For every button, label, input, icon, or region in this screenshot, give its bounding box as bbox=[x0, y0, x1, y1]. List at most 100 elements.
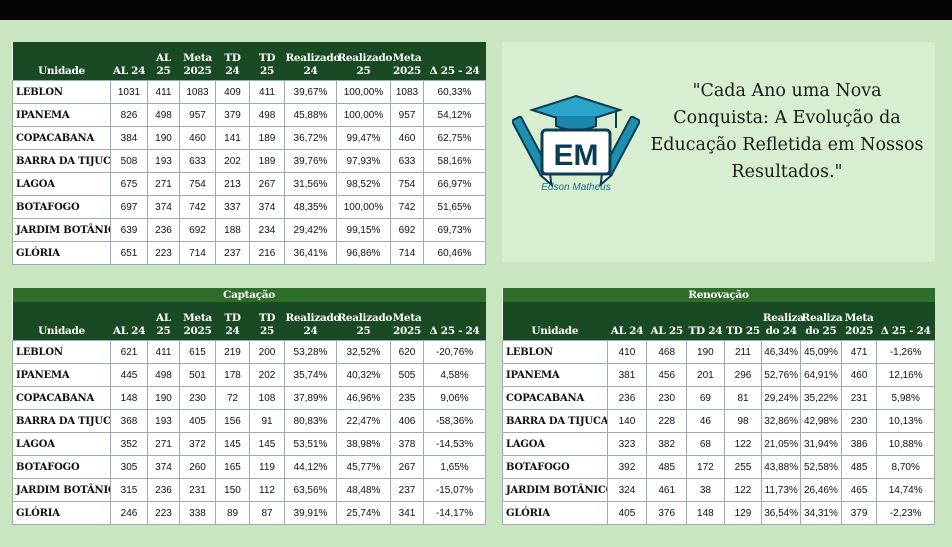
value-cell: 108 bbox=[249, 386, 285, 410]
value-cell: 508 bbox=[110, 149, 148, 173]
unit-name-cell: JARDIM BOTÂNICO bbox=[502, 478, 608, 502]
value-cell: 692 bbox=[179, 218, 216, 242]
value-cell: 505 bbox=[390, 363, 424, 387]
value-cell: 64,91% bbox=[800, 363, 842, 387]
value-cell: 48,48% bbox=[336, 478, 391, 502]
value-cell: 122 bbox=[723, 432, 763, 456]
value-cell: 39,67% bbox=[284, 80, 337, 104]
value-cell: 411 bbox=[147, 80, 180, 104]
value-cell: 72 bbox=[215, 386, 250, 410]
value-cell: 235 bbox=[390, 386, 424, 410]
renovacao-title: Renovação bbox=[502, 288, 935, 302]
value-cell: 379 bbox=[215, 103, 250, 127]
value-cell: 172 bbox=[686, 455, 725, 479]
value-cell: 615 bbox=[179, 340, 216, 364]
value-cell: 384 bbox=[110, 126, 148, 150]
value-cell: 620 bbox=[390, 340, 424, 364]
value-cell: 201 bbox=[686, 363, 725, 387]
value-cell: 36,41% bbox=[284, 241, 337, 265]
value-cell: 826 bbox=[110, 103, 148, 127]
value-cell: 460 bbox=[179, 126, 216, 150]
value-cell: 1083 bbox=[390, 80, 424, 104]
table-row: COPACABANA 236 230 69 81 29,24% 35,22% 231 5,98% bbox=[502, 386, 935, 410]
column-header: Meta 2025 bbox=[390, 302, 424, 341]
unit-name-cell: GLÓRIA bbox=[12, 501, 111, 525]
value-cell: 498 bbox=[147, 103, 180, 127]
value-cell: 45,09% bbox=[800, 340, 842, 364]
column-header: TD 24 bbox=[215, 302, 250, 341]
unit-name-cell: COPACABANA bbox=[12, 126, 111, 150]
value-cell: 498 bbox=[147, 363, 180, 387]
column-header: Realiza do 25 bbox=[800, 302, 843, 341]
value-cell: 145 bbox=[215, 432, 250, 456]
value-cell: 216 bbox=[249, 241, 285, 265]
value-cell: 471 bbox=[840, 340, 878, 364]
value-cell: 271 bbox=[147, 172, 180, 196]
value-cell: 246 bbox=[110, 501, 148, 525]
value-cell: 260 bbox=[179, 455, 216, 479]
column-header: Meta 2025 bbox=[179, 42, 216, 81]
value-cell: 32,86% bbox=[761, 409, 802, 433]
unit-name-cell: IPANEMA bbox=[12, 103, 111, 127]
table-row: BARRA DA TIJUCA 508 193 633 202 189 39,76% 97,9… bbox=[12, 149, 486, 173]
value-cell: 465 bbox=[840, 478, 878, 502]
value-cell: 112 bbox=[249, 478, 285, 502]
value-cell: 80,83% bbox=[284, 409, 337, 433]
value-cell: 122 bbox=[723, 478, 763, 502]
table-row: BARRA DA TIJUCA 368 193 405 156 91 80,83% 22,47… bbox=[12, 409, 487, 433]
value-cell: 202 bbox=[249, 363, 285, 387]
value-cell: 372 bbox=[179, 432, 216, 456]
column-header: Δ 25 - 24 bbox=[876, 302, 935, 341]
value-cell: 68 bbox=[686, 432, 725, 456]
value-cell: 411 bbox=[147, 340, 180, 364]
value-cell: 31,94% bbox=[800, 432, 842, 456]
edson-matheus-logo: EM Edson Matheus bbox=[512, 94, 640, 193]
value-cell: 29,42% bbox=[284, 218, 337, 242]
value-cell: -14,53% bbox=[422, 432, 487, 456]
value-cell: 188 bbox=[215, 218, 250, 242]
value-cell: 456 bbox=[646, 363, 688, 387]
value-cell: 405 bbox=[606, 501, 648, 525]
value-cell: 100,00% bbox=[336, 80, 391, 104]
value-cell: 501 bbox=[179, 363, 216, 387]
unit-name-cell: BOTAFOGO bbox=[12, 195, 111, 219]
value-cell: 223 bbox=[147, 241, 180, 265]
value-cell: 213 bbox=[215, 172, 250, 196]
table-row: COPACABANA 384 190 460 141 189 36,72% 99,47% 460… bbox=[12, 126, 486, 150]
value-cell: 411 bbox=[249, 80, 285, 104]
value-cell: 99,47% bbox=[336, 126, 391, 150]
table-row: IPANEMA 826 498 957 379 498 45,88% 100,00% 957 54… bbox=[12, 103, 486, 127]
value-cell: 379 bbox=[840, 501, 878, 525]
column-header: TD 24 bbox=[686, 302, 725, 341]
value-cell: 87 bbox=[249, 501, 285, 525]
value-cell: 742 bbox=[179, 195, 216, 219]
value-cell: 714 bbox=[179, 241, 216, 265]
value-cell: 374 bbox=[249, 195, 285, 219]
value-cell: 148 bbox=[110, 386, 148, 410]
column-header: Meta 2025 bbox=[179, 302, 216, 341]
unit-name-cell: LAGOA bbox=[12, 172, 111, 196]
value-cell: 633 bbox=[179, 149, 216, 173]
value-cell: 200 bbox=[249, 340, 285, 364]
column-header: AL 24 bbox=[607, 302, 647, 341]
unit-name-cell: BOTAFOGO bbox=[502, 455, 608, 479]
value-cell: 230 bbox=[646, 386, 688, 410]
value-cell: 230 bbox=[840, 409, 878, 433]
column-header: AL 25 bbox=[147, 302, 180, 341]
value-cell: 32,52% bbox=[336, 340, 391, 364]
column-header: AL 24 bbox=[110, 42, 148, 81]
value-cell: 66,97% bbox=[423, 172, 486, 196]
column-header: TD 25 bbox=[249, 42, 285, 81]
unit-name-cell: COPACABANA bbox=[12, 386, 111, 410]
unit-name-cell: LAGOA bbox=[502, 432, 608, 456]
value-cell: 60,33% bbox=[423, 80, 486, 104]
value-cell: 190 bbox=[147, 386, 180, 410]
value-cell: 409 bbox=[215, 80, 250, 104]
value-cell: 382 bbox=[646, 432, 688, 456]
unit-name-cell: IPANEMA bbox=[502, 363, 608, 387]
value-cell: 305 bbox=[110, 455, 148, 479]
value-cell: 202 bbox=[215, 149, 250, 173]
value-cell: 45,88% bbox=[284, 103, 337, 127]
value-cell: 38 bbox=[686, 478, 725, 502]
value-cell: 337 bbox=[215, 195, 250, 219]
